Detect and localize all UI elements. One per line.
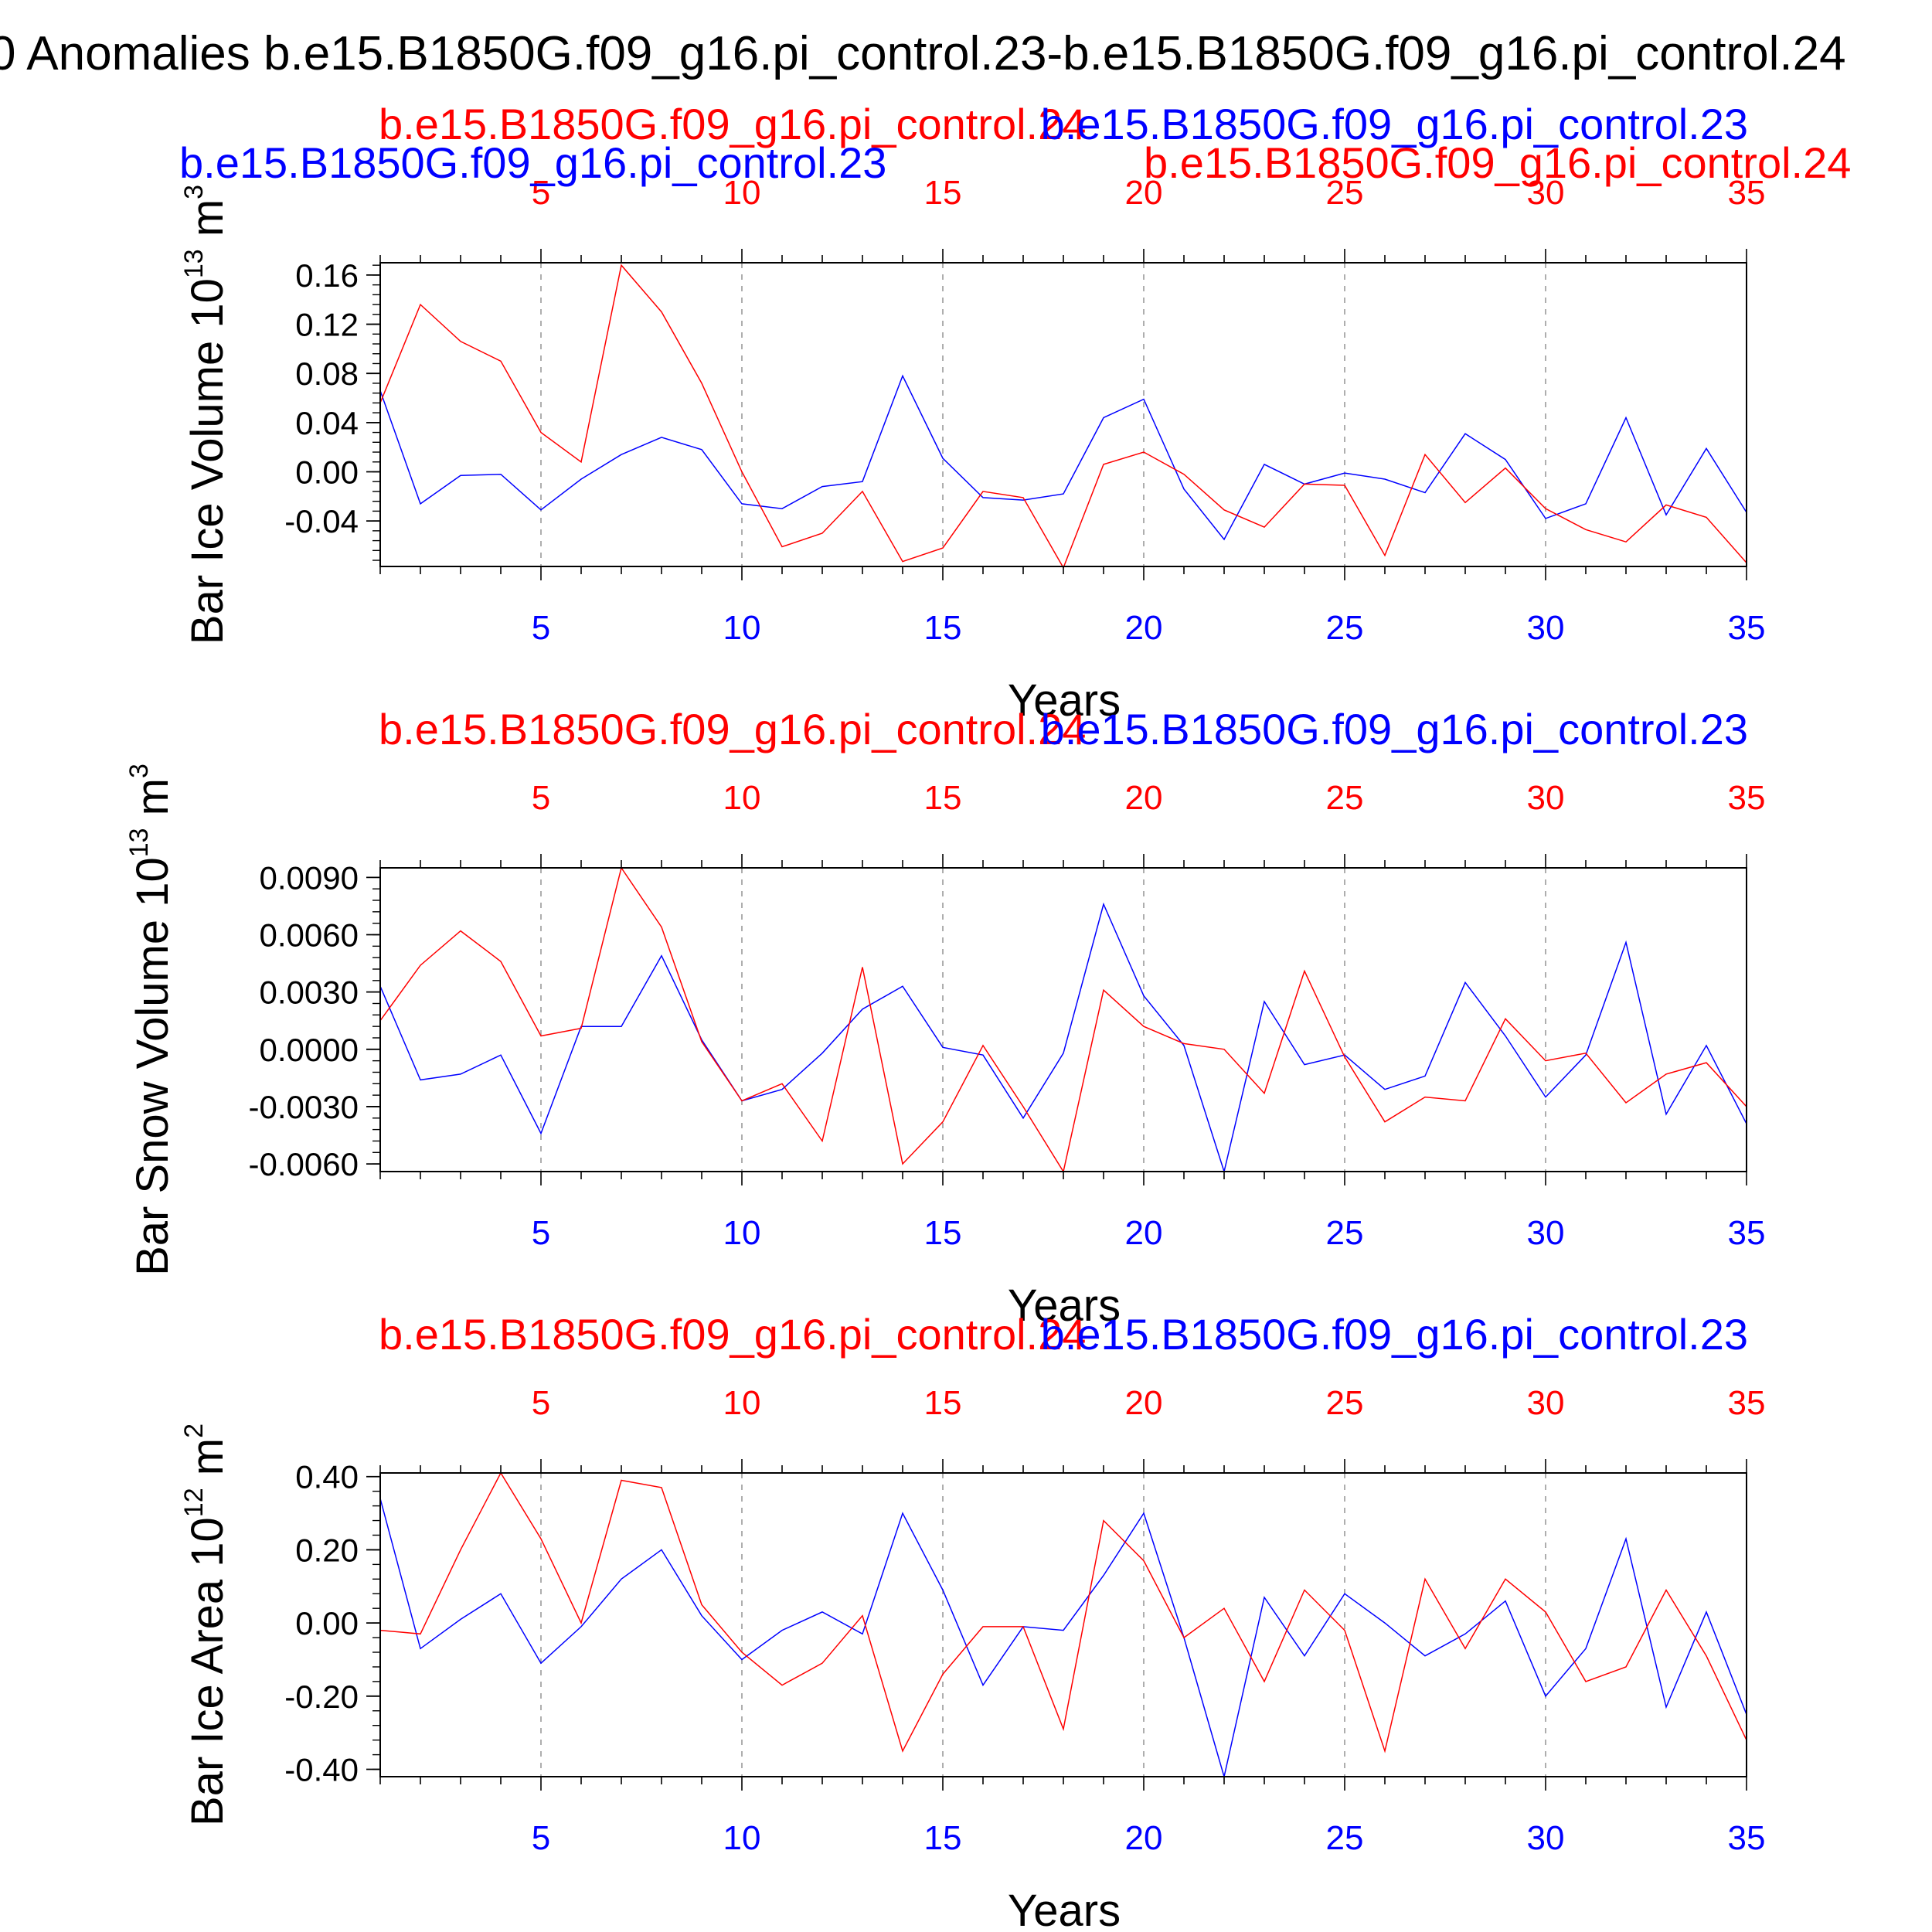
y-tick-label: 0.16: [295, 257, 359, 294]
y-tick-label: 0.0060: [260, 917, 359, 954]
x-tick-label-bottom: 5: [532, 609, 550, 647]
x-tick-label-bottom: 30: [1527, 1214, 1565, 1252]
y-tick-label: -0.40: [284, 1752, 359, 1788]
series-line-control-24: [379, 1471, 1747, 1753]
x-tick-label-top: 20: [1125, 174, 1163, 212]
y-tick-label: 0.08: [295, 355, 359, 392]
series-name-red: b.e15.B1850G.f09_g16.pi_control.24: [379, 100, 1086, 148]
y-tick-label: -0.20: [284, 1679, 359, 1715]
x-tick-label-top: 35: [1728, 1384, 1766, 1422]
plot-frame: [379, 262, 1747, 567]
y-tick-label: 0.0000: [260, 1032, 359, 1068]
x-tick-label-top: 15: [924, 1384, 962, 1422]
series-name-blue-2: b.e15.B1850G.f09_g16.pi_control.23: [179, 138, 886, 187]
x-axis-title: Years: [1008, 675, 1121, 726]
y-tick-label: -0.04: [284, 503, 359, 539]
x-tick-label-bottom: 10: [723, 609, 761, 647]
x-tick-label-top: 15: [924, 174, 962, 212]
x-tick-label-bottom: 10: [723, 1819, 761, 1857]
x-tick-label-bottom: 35: [1728, 609, 1766, 647]
y-tick-label: -0.0060: [249, 1146, 359, 1182]
x-tick-label-bottom: 35: [1728, 1214, 1766, 1252]
x-tick-label-bottom: 5: [532, 1819, 550, 1857]
x-tick-label-top: 5: [532, 174, 550, 212]
x-tick-label-bottom: 15: [924, 1214, 962, 1252]
series-line-control-24: [379, 866, 1747, 1173]
series-name-red: b.e15.B1850G.f09_g16.pi_control.24: [379, 1310, 1086, 1359]
x-tick-label-top: 15: [924, 779, 962, 817]
series-name-blue: b.e15.B1850G.f09_g16.pi_control.23: [1041, 705, 1748, 753]
plot-frame: [379, 1472, 1747, 1777]
y-axis-title: Bar Snow Volume 1013 m3: [124, 764, 178, 1276]
chart-panel-2: -0.0060 -0.0030 0.0000 0.0030 0.0060 0.0090 5 5…: [124, 705, 1765, 1331]
chart-panel-1: -0.04 0.00 0.04 0.08 0.12 0.16 5 5 10 10 15 15 20 20 2…: [179, 100, 1851, 726]
y-tick-label: 0.0030: [260, 975, 359, 1011]
x-tick-label-bottom: 25: [1326, 1214, 1364, 1252]
x-tick-label-bottom: 25: [1326, 1819, 1364, 1857]
x-tick-label-top: 10: [723, 1384, 761, 1422]
y-tick-label: 0.20: [295, 1532, 359, 1568]
y-tick-label: 0.00: [295, 1605, 359, 1641]
y-tick-label: 0.40: [295, 1459, 359, 1495]
series-name-blue: b.e15.B1850G.f09_g16.pi_control.23: [1041, 100, 1748, 148]
y-tick-label: 0.0090: [260, 859, 359, 896]
x-tick-label-top: 20: [1125, 779, 1163, 817]
x-tick-label-top: 20: [1125, 1384, 1163, 1422]
series-line-control-23: [379, 1498, 1747, 1777]
x-tick-label-top: 10: [723, 174, 761, 212]
series-name-red-2: b.e15.B1850G.f09_g16.pi_control.24: [1144, 138, 1851, 187]
chart-panel-3: -0.40 -0.20 0.00 0.20 0.40 5 5 10 10 15 15 20 20 25 25…: [179, 1310, 1765, 1932]
x-tick-label-bottom: 35: [1728, 1819, 1766, 1857]
plot-frame: [379, 867, 1747, 1172]
x-tick-label-top: 25: [1326, 779, 1364, 817]
x-tick-label-bottom: 20: [1125, 1819, 1163, 1857]
x-tick-label-bottom: 20: [1125, 609, 1163, 647]
x-tick-label-top: 25: [1326, 174, 1364, 212]
y-tick-label: 0.12: [295, 307, 359, 343]
y-tick-label: 0.00: [295, 454, 359, 490]
x-tick-label-top: 30: [1527, 779, 1565, 817]
x-tick-label-bottom: 25: [1326, 609, 1364, 647]
series-name-blue: b.e15.B1850G.f09_g16.pi_control.23: [1041, 1310, 1748, 1359]
x-tick-label-bottom: 30: [1527, 1819, 1565, 1857]
x-tick-label-bottom: 5: [532, 1214, 550, 1252]
x-tick-label-top: 35: [1728, 174, 1766, 212]
y-axis-title: Bar Ice Area 1012 m2: [179, 1423, 233, 1826]
x-tick-label-bottom: 30: [1527, 609, 1565, 647]
series-line-control-23: [379, 374, 1747, 541]
y-tick-label: -0.0030: [249, 1089, 359, 1125]
x-tick-label-top: 30: [1527, 174, 1565, 212]
x-tick-label-top: 5: [532, 1384, 550, 1422]
x-tick-label-bottom: 15: [924, 1819, 962, 1857]
y-axis-title: Bar Ice Volume 1013 m3: [179, 185, 233, 645]
series-line-control-24: [379, 264, 1747, 570]
x-tick-label-top: 25: [1326, 1384, 1364, 1422]
x-tick-label-top: 10: [723, 779, 761, 817]
panels: -0.04 0.00 0.04 0.08 0.12 0.16 5 5 10 10 15 15 20 20 2…: [124, 100, 1851, 1932]
x-axis-title: Years: [1008, 1886, 1121, 1932]
x-tick-label-top: 35: [1728, 779, 1766, 817]
x-tick-label-bottom: 15: [924, 609, 962, 647]
x-tick-label-top: 30: [1527, 1384, 1565, 1422]
x-tick-label-top: 5: [532, 779, 550, 817]
series-name-red: b.e15.B1850G.f09_g16.pi_control.24: [379, 705, 1086, 753]
y-tick-label: 0.04: [295, 405, 359, 441]
figure-title: 0 Anomalies b.e15.B1850G.f09_g16.pi_cont…: [0, 27, 1846, 80]
x-axis-title: Years: [1008, 1281, 1121, 1331]
x-tick-label-bottom: 20: [1125, 1214, 1163, 1252]
series-line-control-23: [379, 902, 1747, 1174]
x-tick-label-bottom: 10: [723, 1214, 761, 1252]
